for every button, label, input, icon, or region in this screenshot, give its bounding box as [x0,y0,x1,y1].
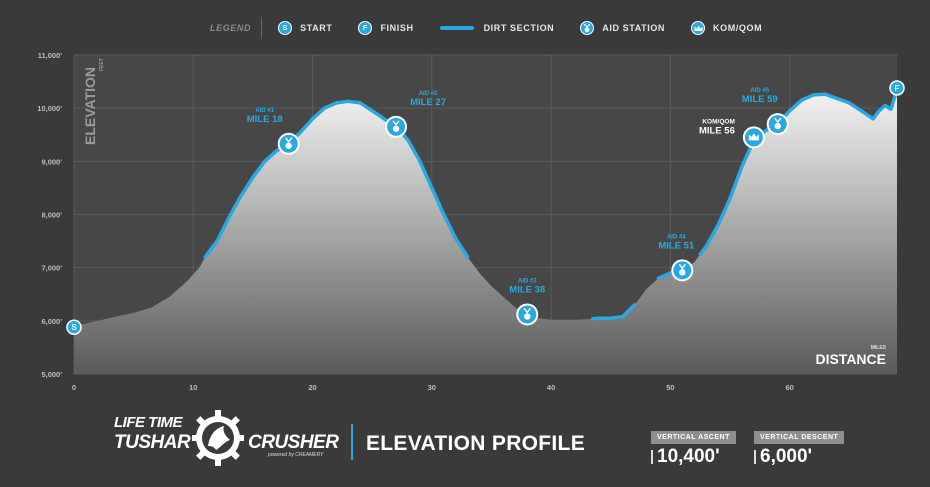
aid-station-marker [516,303,539,326]
crown-icon [748,133,759,141]
aid-station-icon [580,21,595,35]
legend-label-aid: AID STATION [602,23,666,33]
dirt-section-line [203,99,470,259]
legend-label-kom: KOM/QOM [713,23,763,33]
x-tick-label: 0 [72,383,76,392]
aid-station-mile: MILE 51 [658,240,695,251]
y-tick-label: 11,000' [38,51,63,60]
elevation-area [74,89,897,374]
start-marker-circle [66,319,82,335]
aid-station-medal [285,142,292,149]
aid-station-mile: MILE 59 [742,94,778,105]
dirt-section-line [698,87,899,257]
vertical-ascent-label: VERTICAL ASCENT [651,431,736,444]
aid-station-ribbon [774,117,782,124]
aid-station-mile: MILE 18 [247,114,283,125]
aid-station-name: AID #3 [518,278,537,284]
aid-station-marker [277,132,300,155]
aid-station-name: AID #1 [255,108,274,114]
stat-tick [651,450,653,464]
logo-sponsor-text: powered by CREAMERY [268,452,324,458]
y-tick-label: 7,000' [41,264,62,273]
x-tick-label: 60 [785,383,793,392]
vertical-ascent-stat: VERTICAL ASCENT 10,400' [651,426,736,468]
x-tick-label: 10 [189,383,197,392]
x-tick-label: 50 [666,383,674,392]
aid-station-ribbon [523,308,531,314]
footer-divider [351,424,353,460]
x-axis-title: DISTANCE [815,351,886,367]
aid-station-mile: MILE 27 [410,97,446,108]
legend-item-dirt: DIRT SECTION [439,23,555,33]
elevation-profile-title: ELEVATION PROFILE [366,432,585,455]
legend-divider [261,17,263,39]
legend-title: LEGEND [210,23,252,33]
legend-label-dirt: DIRT SECTION [483,23,555,33]
legend-item-finish: F FINISH [358,21,413,35]
footer: LIFE TIME TUSHAR CRUSHER powered by CREA… [0,400,930,487]
stat-tick [754,450,756,464]
finish-marker-letter: F [895,84,900,93]
logo-crusher-text: CRUSHER [248,432,339,453]
finish-marker-circle [889,80,905,96]
y-axis-unit: FEET [99,58,105,71]
elevation-chart: 5,000' 6,000' 7,000' 8,000' 9,000' 10,000' 11,… [37,51,905,392]
x-tick-label: 20 [308,383,316,392]
aid-station-medal [392,125,400,132]
legend-label-start: START [300,23,333,33]
aid-station-medal [679,269,686,276]
finish-marker: F [889,80,905,96]
legend-item-aid: AID STATION [580,21,665,35]
dirt-section-line [591,303,637,321]
aid-station-marker [385,115,408,138]
y-tick-label: 8,000' [41,211,62,220]
y-tick-label: 5,000' [41,370,62,379]
vertical-descent-label: VERTICAL DESCENT [754,431,845,444]
aid-station-marker [671,259,694,282]
start-marker: S [66,319,82,335]
kom-marker [742,126,765,149]
gear-logo-icon [192,410,244,466]
aid-station-ribbon [392,120,400,126]
vertical-ascent-value: 10,400' [657,446,720,467]
aid-station-medal [524,313,531,320]
y-axis-title: ELEVATION [82,67,98,145]
legend-item-kom: KOM/QOM [691,21,762,35]
legend-label-finish: FINISH [380,23,414,33]
aid-station-mile: MILE 38 [509,284,545,295]
x-tick-label: 40 [547,383,555,392]
crown-icon [691,21,706,35]
y-tick-label: 6,000' [41,317,62,326]
vertical-descent-stat: VERTICAL DESCENT 6,000' [754,426,845,468]
kom-name: KOM/QOM [702,118,735,125]
aid-station-medal [774,122,781,130]
logo-tushar-text: TUSHAR [114,432,191,453]
kom-mile: MILE 56 [699,125,735,136]
vertical-descent-value: 6,000' [760,446,813,467]
y-tick-label: 10,000' [37,104,62,113]
aid-station-name: AID #5 [750,88,769,94]
legend: LEGEND S START F FINISH DIRT SECTION AID… [210,16,788,40]
x-axis-unit: MILES [871,345,887,351]
logo-lifetime-text: LIFE TIME [114,414,183,431]
finish-marker-icon: F [358,21,373,35]
aid-station-marker [766,113,789,136]
aid-station-ribbon [678,263,686,270]
aid-station-name: AID #2 [419,91,438,97]
y-tick-label: 9,000' [41,157,62,166]
aid-station-name: AID #4 [667,234,686,240]
start-marker-letter: S [71,323,77,332]
x-tick-label: 30 [428,383,436,392]
start-marker-icon: S [278,21,293,35]
legend-item-start: S START [278,21,332,35]
dirt-section-line-icon [439,26,474,30]
aid-station-ribbon [285,137,293,143]
